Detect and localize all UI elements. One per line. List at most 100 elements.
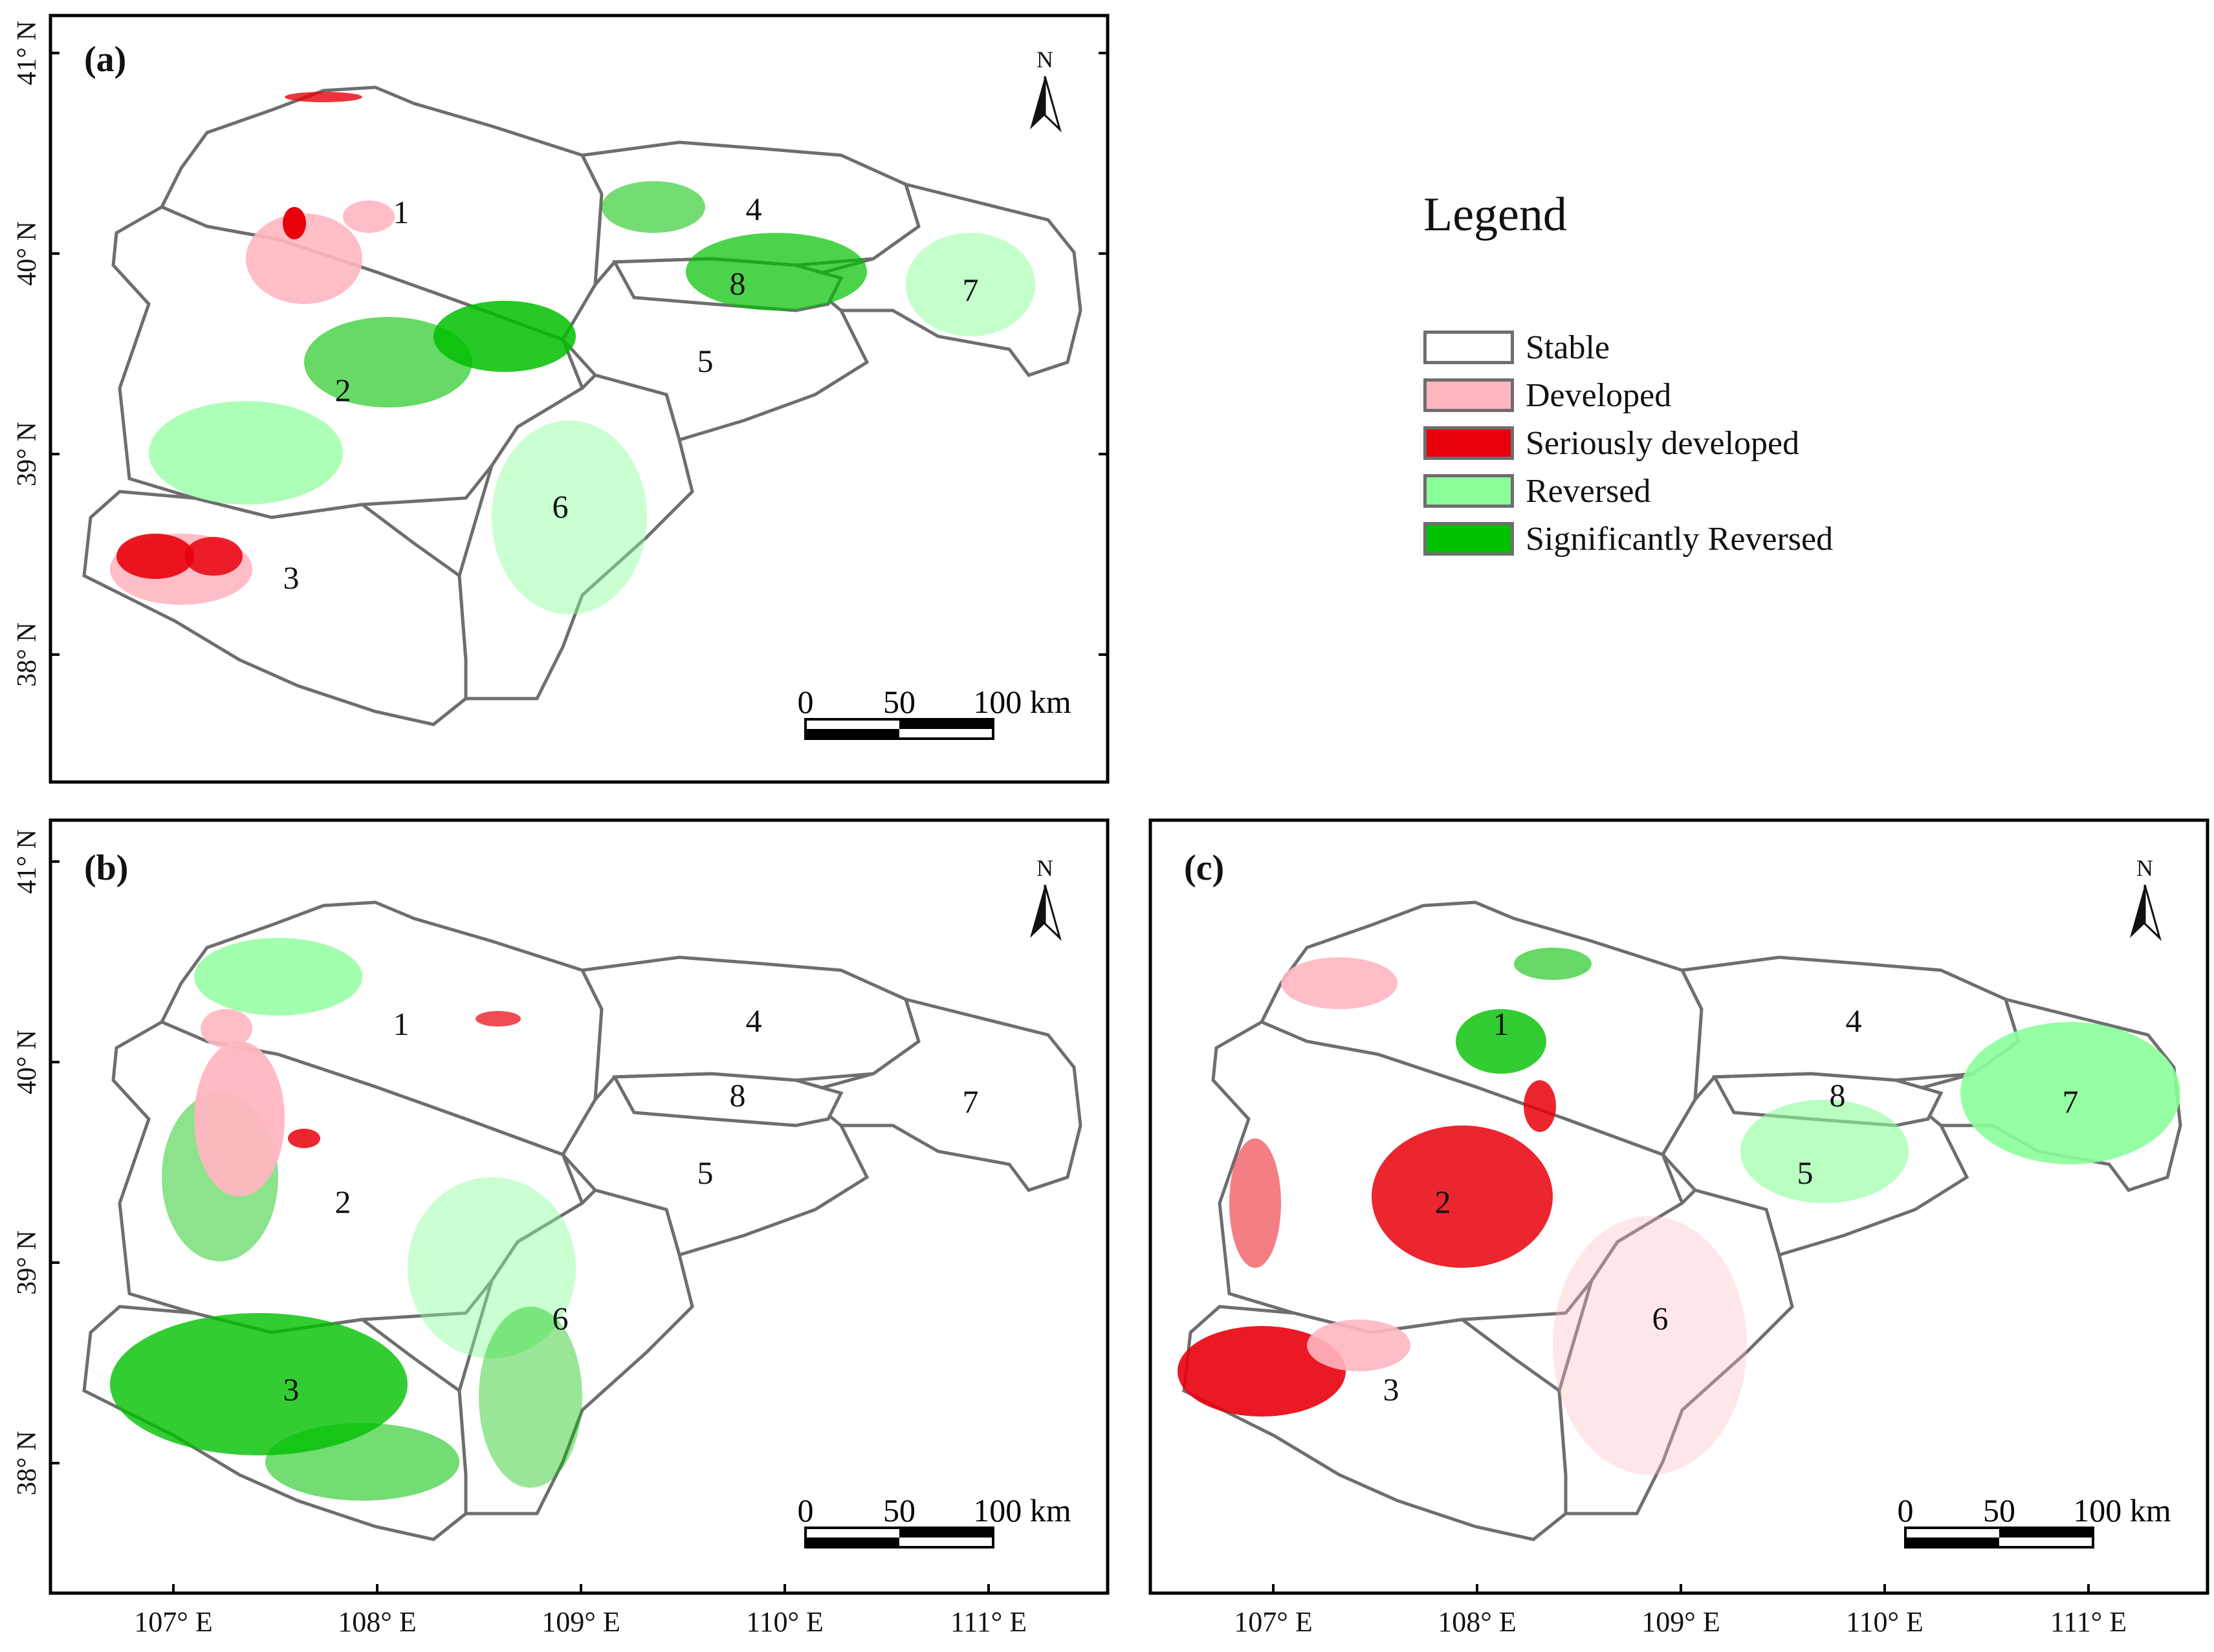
region-number: 7: [963, 1083, 979, 1120]
region-7: [798, 997, 1082, 1192]
panel-label-a: (a): [84, 39, 126, 80]
region-number: 4: [1846, 1003, 1862, 1039]
legend-item: Significantly Reversed: [1423, 515, 1833, 563]
scale-label-100: 100 km: [973, 1492, 1071, 1528]
legend-swatch: [1423, 426, 1514, 460]
legend-label: Stable: [1526, 329, 1610, 366]
scale-label-100: 100 km: [2073, 1492, 2171, 1528]
region-labels: 1 2 3 4 5 6 7 8: [1383, 1003, 2079, 1407]
legend-item: Seriously developed: [1423, 419, 1833, 467]
region-number: 6: [553, 488, 569, 525]
lat-tick: 40° N: [12, 221, 42, 286]
lat-tick: 38° N: [12, 1431, 42, 1495]
legend-swatch: [1423, 522, 1514, 556]
lat-tick: 38° N: [12, 622, 42, 687]
lon-tick: 111° E: [950, 1606, 1027, 1638]
map-panel-a: 1 2 3 4 5 6 7 8 (a) N 0 50 100 km: [0, 0, 2214, 796]
map-b-svg: 1 2 3 4 5 6 7 8 (b) N 0 50 100 km: [12, 818, 1110, 1638]
region-number: 5: [697, 343, 714, 379]
legend: Legend Stable Developed Seriously develo…: [1417, 188, 1935, 576]
scale-label-0: 0: [1898, 1492, 1914, 1528]
north-arrow-icon: N: [1030, 47, 1062, 133]
north-arrow-icon: N: [2130, 855, 2162, 941]
region-number: 3: [1383, 1371, 1399, 1407]
scale-label-50: 50: [883, 1492, 915, 1528]
region-labels: 1 2 3 4 5 6 7 8: [283, 191, 979, 596]
legend-swatch: [1423, 378, 1514, 412]
lat-tick: 39° N: [12, 422, 42, 486]
legend-item: Stable: [1423, 323, 1833, 371]
north-label: N: [2136, 855, 2153, 881]
lat-axis: 41° N 40° N 39° N 38° N: [12, 21, 1108, 687]
region-number: 3: [283, 560, 300, 596]
region-number: 5: [1797, 1155, 1814, 1191]
legend-swatch: [1423, 331, 1514, 364]
scale-bar: 0 50 100 km: [798, 1492, 1071, 1549]
map-panel-c: 1 2 3 4 5 6 7 8 (c) N 0 50 100 km: [1100, 815, 2214, 1652]
lon-axis: 107° E 108° E 109° E 110° E 111° E: [1234, 1584, 2127, 1638]
scale-label-0: 0: [798, 1492, 814, 1528]
lon-tick: 110° E: [746, 1606, 824, 1638]
map-c-svg: 1 2 3 4 5 6 7 8 (c) N 0 50 100 km: [1148, 818, 2209, 1638]
lat-tick: 40° N: [12, 1030, 42, 1094]
lat-tick: 39° N: [12, 1230, 42, 1295]
legend-label: Significantly Reversed: [1526, 520, 1834, 558]
region-number: 8: [1830, 1077, 1846, 1113]
region-number: 1: [393, 194, 410, 230]
region-number: 1: [1493, 1006, 1509, 1042]
lat-tick: 41° N: [12, 21, 42, 85]
legend-label: Reversed: [1526, 472, 1651, 510]
map-a-svg: 1 2 3 4 5 6 7 8 (a) N 0 50 100 km: [12, 14, 1110, 784]
lon-axis: 107° E 108° E 109° E 110° E 111° E: [134, 1584, 1027, 1638]
region-labels: 1 2 3 4 5 6 7 8: [283, 1003, 979, 1407]
scale-label-0: 0: [798, 684, 814, 720]
scale-label-50: 50: [883, 684, 915, 720]
region-number: 7: [2063, 1083, 2079, 1120]
change-patches: [110, 92, 1035, 614]
region-number: 4: [746, 1003, 762, 1039]
region-number: 2: [335, 1184, 351, 1220]
legend-item: Developed: [1423, 371, 1833, 419]
legend-title: Legend: [1423, 188, 1567, 241]
panel-label-c: (c): [1184, 848, 1224, 888]
region-number: 2: [335, 372, 351, 408]
legend-items: Stable Developed Seriously developed Rev…: [1423, 323, 1833, 563]
lon-tick: 107° E: [134, 1606, 212, 1638]
region-number: 8: [730, 265, 746, 301]
region-number: 8: [730, 1077, 746, 1113]
lon-tick: 108° E: [1438, 1606, 1516, 1638]
legend-swatch: [1423, 474, 1514, 508]
region-number: 6: [1652, 1300, 1669, 1336]
scale-bar: 0 50 100 km: [798, 684, 1071, 740]
region-number: 7: [963, 272, 979, 308]
lon-tick: 107° E: [1234, 1606, 1312, 1638]
map-panel-b: 1 2 3 4 5 6 7 8 (b) N 0 50 100 km: [0, 815, 1113, 1652]
lat-tick: 41° N: [12, 829, 42, 894]
lon-tick: 108° E: [338, 1606, 416, 1638]
legend-label: Developed: [1526, 376, 1672, 414]
region-8: [611, 1072, 844, 1127]
change-patches: [1178, 948, 2180, 1475]
lon-tick: 110° E: [1846, 1606, 1924, 1638]
region-number: 1: [393, 1006, 410, 1042]
north-label: N: [1036, 47, 1053, 72]
legend-label: Seriously developed: [1526, 424, 1800, 462]
region-6: [457, 1188, 694, 1516]
region-number: 2: [1435, 1184, 1451, 1220]
region-number: 6: [553, 1300, 569, 1336]
legend-item: Reversed: [1423, 467, 1833, 515]
region-number: 3: [283, 1371, 300, 1407]
region-6: [457, 373, 694, 701]
scale-label-50: 50: [1983, 1492, 2015, 1528]
scale-label-100: 100 km: [973, 684, 1071, 720]
lon-tick: 111° E: [2050, 1606, 2127, 1638]
lat-axis: 41° N 40° N 39° N 38° N: [12, 829, 60, 1495]
region-6: [1557, 1188, 1794, 1516]
panel-label-b: (b): [84, 848, 128, 888]
lon-tick: 109° E: [1641, 1606, 1720, 1638]
north-arrow-icon: N: [1030, 855, 1062, 941]
scale-bar: 0 50 100 km: [1898, 1492, 2171, 1549]
region-number: 4: [746, 191, 762, 227]
change-patches: [110, 938, 582, 1501]
region-number: 5: [697, 1155, 714, 1191]
